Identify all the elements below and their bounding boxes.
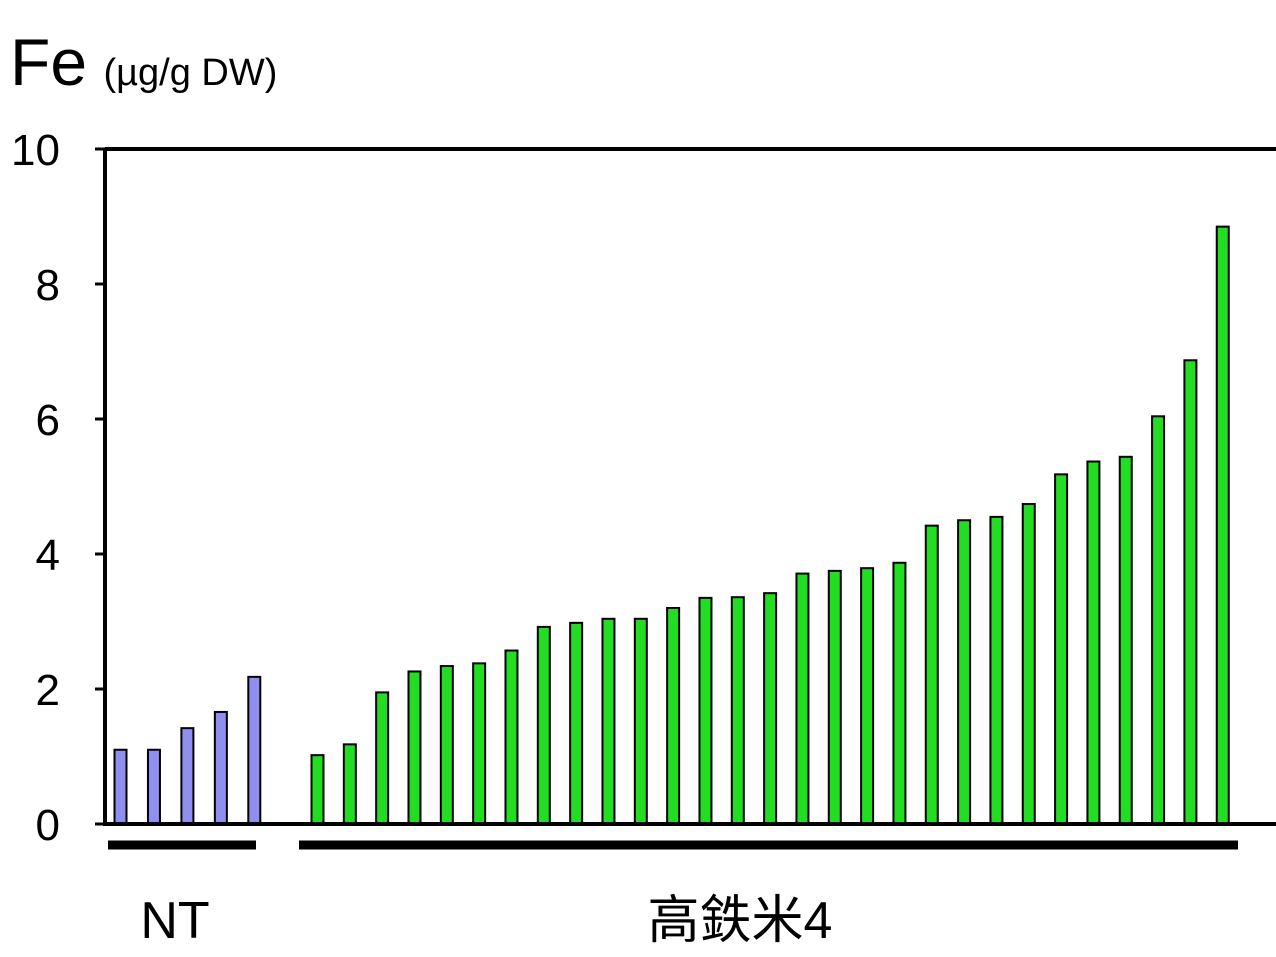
bar (1151, 415, 1166, 825)
bar (536, 625, 551, 826)
bar (730, 596, 745, 826)
y-tick-label: 6 (36, 396, 60, 445)
bar (1054, 473, 1069, 825)
bar (892, 561, 907, 826)
bar (113, 748, 128, 825)
bar (601, 617, 616, 825)
bar (666, 607, 681, 825)
bar (698, 596, 713, 825)
bar (342, 743, 357, 825)
chart-title: Fe (µg/g DW) (10, 25, 277, 99)
chart-title-main: Fe (10, 25, 87, 99)
bar (1183, 359, 1198, 825)
bar (924, 524, 939, 826)
bar (989, 515, 1004, 825)
bar (375, 691, 390, 825)
bar (633, 617, 648, 825)
bar (1021, 503, 1036, 825)
y-tick-label: 8 (36, 261, 60, 310)
bars (113, 225, 1230, 826)
y-axis: 0 2 4 6 8 10 (11, 126, 105, 850)
bar (213, 710, 228, 826)
y-tick-label: 2 (36, 666, 60, 715)
bar (146, 748, 161, 825)
bar (957, 519, 972, 825)
bar (860, 567, 875, 825)
bar (569, 621, 584, 825)
bar (1086, 460, 1101, 825)
bar (407, 670, 422, 826)
chart-title-unit: (µg/g DW) (103, 52, 277, 94)
bar (180, 727, 195, 826)
group-label: 高鉄米4 (648, 892, 833, 950)
bar (310, 754, 325, 826)
bar (439, 665, 454, 825)
bar (763, 592, 778, 826)
bar (472, 662, 487, 825)
bar (1215, 225, 1230, 825)
y-tick-label: 4 (36, 531, 60, 580)
bar (827, 569, 842, 825)
y-tick-label: 10 (11, 126, 60, 175)
bar (795, 572, 810, 826)
group-markers: NT 高鉄米4 (108, 840, 1238, 950)
y-tick-label: 0 (36, 801, 60, 850)
bar (504, 649, 519, 826)
group-label: NT (140, 892, 209, 950)
bar (247, 675, 262, 825)
bar (1118, 455, 1133, 825)
